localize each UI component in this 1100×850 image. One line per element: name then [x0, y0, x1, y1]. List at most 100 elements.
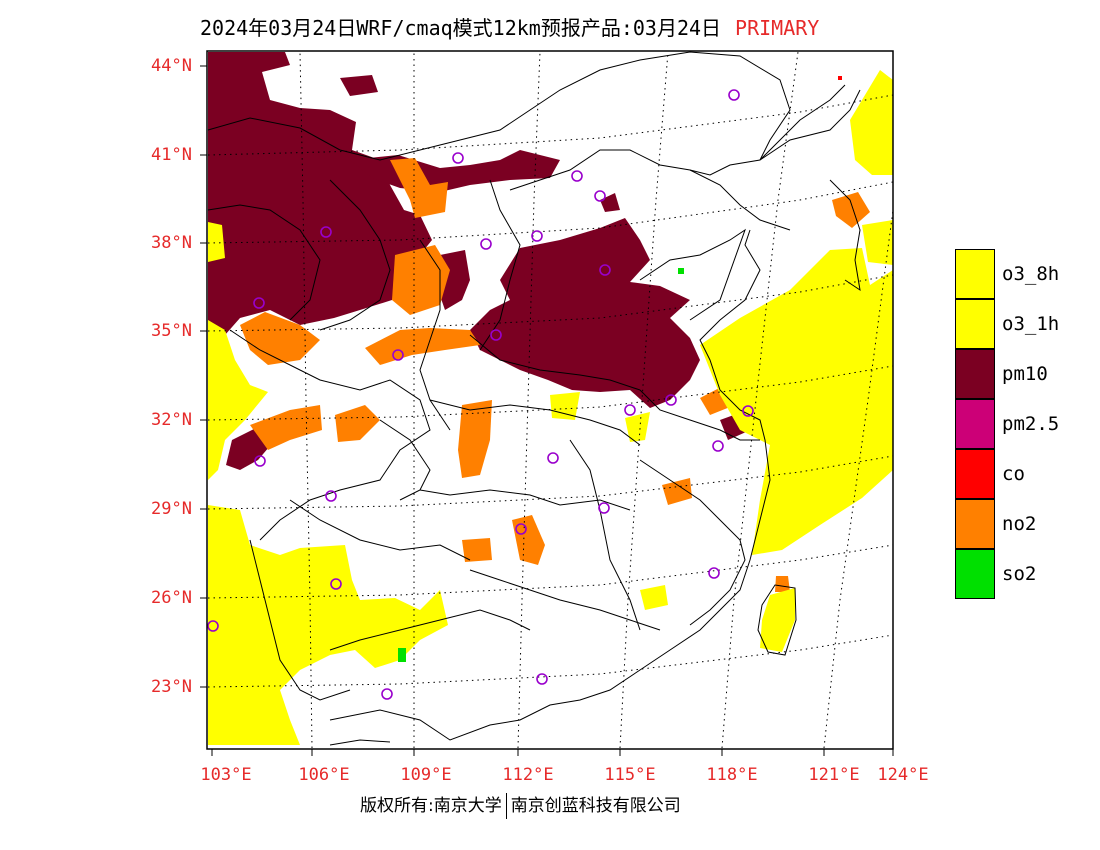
station-marker: [253, 297, 265, 309]
o3-region-jiangxi: [625, 412, 650, 442]
boundary-layer: [207, 51, 861, 746]
no2-region-northeast: [832, 192, 870, 228]
pm10-region-northwest: [208, 52, 432, 338]
station-marker: [708, 567, 720, 579]
no2-region-west: [240, 312, 320, 365]
title-text: 2024年03月24日WRF/cmaq模式12km预报产品:03月24日: [200, 16, 722, 40]
boundary-yunnan: [249, 539, 351, 701]
station-marker: [598, 502, 610, 514]
lat-label-44: 44°N: [151, 56, 192, 76]
no2-region-hubei: [458, 400, 492, 478]
lat-label-38: 38°N: [151, 233, 192, 253]
lat-label-35: 35°N: [151, 321, 192, 341]
legend-label: o3_1h: [1002, 313, 1060, 335]
station-layer: [207, 89, 754, 700]
lon-label-121: 121°E: [808, 765, 860, 785]
lat-label-32: 32°N: [151, 410, 192, 430]
station-marker: [381, 688, 393, 700]
graticule-lon-118: [721, 51, 799, 749]
boundary-shandong: [639, 228, 746, 321]
legend-label: co: [1002, 463, 1025, 485]
station-marker: [490, 329, 502, 341]
no2-region-sichuan: [250, 405, 322, 450]
boundary-hunan: [419, 489, 631, 511]
map-frame: [206, 50, 894, 750]
no2-region-chongqing: [335, 405, 380, 442]
legend-swatch: [955, 299, 995, 349]
so2-region-guangxi: [398, 648, 406, 662]
legend-label: pm2.5: [1002, 413, 1060, 435]
o3-region-hubei: [550, 392, 580, 420]
boundary-taiwan: [757, 584, 797, 656]
legend-swatch: [955, 249, 995, 299]
lon-label-115: 115°E: [604, 765, 656, 785]
copyright-right: 南京创蓝科技有限公司: [510, 796, 681, 816]
lon-label-118: 118°E: [706, 765, 758, 785]
boundary-hebei: [509, 149, 791, 231]
o3-region-fujian: [640, 585, 668, 610]
no2-region-hunan: [512, 515, 545, 565]
pm10-region-upper-strip: [340, 75, 378, 96]
legend-item-pm25: pm2.5: [955, 399, 1095, 449]
o3-region-west-edge: [208, 320, 268, 480]
legend-item-no2: no2: [955, 499, 1095, 549]
legend-swatch: [955, 449, 995, 499]
station-marker: [254, 455, 266, 467]
graticule: [207, 51, 894, 749]
boundary-northeast: [759, 89, 861, 161]
title-primary-tag: PRIMARY: [735, 16, 820, 40]
lat-label-41: 41°N: [151, 145, 192, 165]
o3-region-west-top: [208, 222, 225, 262]
lon-label-109: 109°E: [400, 765, 452, 785]
station-marker: [742, 405, 754, 417]
boundary-south-coast: [329, 229, 771, 741]
station-marker: [325, 490, 337, 502]
boundary-korea: [829, 179, 861, 292]
boundary-ningxia-gansu: [319, 179, 391, 331]
station-marker: [320, 226, 332, 238]
pm10-region-central-plain: [470, 218, 700, 408]
boundary-shanxi: [479, 179, 521, 351]
station-marker: [594, 190, 606, 202]
lon-label-106: 106°E: [298, 765, 350, 785]
station-marker: [624, 404, 636, 416]
station-marker: [665, 394, 677, 406]
boundary-guizhou: [289, 499, 471, 561]
no2-region-shanxi: [392, 245, 450, 315]
station-marker: [515, 523, 527, 535]
graticule-lon-121: [823, 209, 894, 749]
station-marker: [728, 89, 740, 101]
station-marker: [330, 578, 342, 590]
lon-label-112: 112°E: [502, 765, 554, 785]
legend-label: so2: [1002, 563, 1037, 585]
no2-region-weihe: [365, 328, 480, 365]
legend-item-so2: so2: [955, 549, 1095, 599]
legend-swatch: [955, 549, 995, 599]
lon-label-124: 124°E: [877, 765, 929, 785]
pollutant-layer: [208, 52, 893, 745]
copyright-footer: 版权所有:南京大学 南京创蓝科技有限公司: [360, 791, 681, 819]
legend-item-o3-1h: o3_1h: [955, 299, 1095, 349]
station-marker: [712, 440, 724, 452]
station-marker: [207, 620, 219, 632]
no2-region-zhejiang: [662, 478, 692, 505]
station-marker: [531, 230, 543, 242]
legend-swatch: [955, 399, 995, 449]
station-marker: [392, 349, 404, 361]
copyright-left: 版权所有:南京大学: [360, 796, 502, 816]
lon-label-103: 103°E: [200, 765, 252, 785]
boundary-jiangxi: [569, 439, 641, 631]
boundary-guangdong: [469, 569, 661, 631]
station-marker: [480, 238, 492, 250]
o3-region-southwest: [208, 505, 448, 745]
no2-region-taiwan-north: [775, 576, 790, 592]
boundary-anhui-jiangsu: [639, 389, 760, 441]
boundary-qinghai: [207, 204, 321, 321]
legend-item-pm10: pm10: [955, 349, 1095, 399]
tick-marks: [200, 65, 894, 756]
o3-region-northeast-coast: [850, 70, 893, 175]
boundary-hainan-west: [329, 739, 391, 746]
legend-swatch: [955, 349, 995, 399]
lat-label-26: 26°N: [151, 588, 192, 608]
